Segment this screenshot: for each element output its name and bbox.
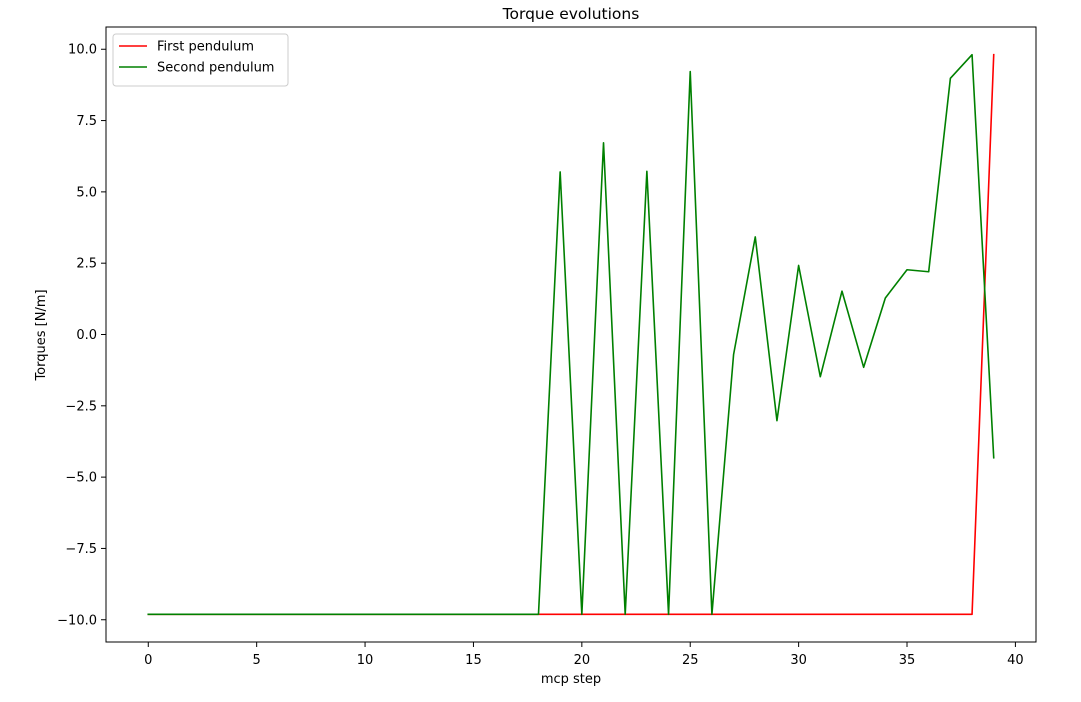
- x-tick-label: 20: [574, 653, 591, 668]
- y-tick-label: 10.0: [68, 43, 97, 58]
- x-tick-label: 40: [1007, 653, 1024, 668]
- y-tick-label: −2.5: [65, 399, 97, 414]
- legend: First pendulum Second pendulum: [112, 33, 289, 87]
- y-tick-label: 2.5: [76, 257, 97, 272]
- legend-box: [112, 33, 289, 87]
- legend-label-2: Second pendulum: [157, 61, 274, 76]
- x-tick-label: 25: [682, 653, 699, 668]
- x-axis-label: mcp step: [541, 672, 601, 687]
- y-tick-label: 7.5: [76, 114, 97, 129]
- x-tick-label: 35: [899, 653, 916, 668]
- legend-label-1: First pendulum: [157, 40, 254, 55]
- x-tick-label: 10: [357, 653, 374, 668]
- y-axis-label: Torques [N/m]: [34, 289, 49, 381]
- x-tick-label: 15: [465, 653, 482, 668]
- x-tick-label: 0: [144, 653, 152, 668]
- chart-title: Torque evolutions: [502, 5, 640, 23]
- x-tick-label: 5: [253, 653, 261, 668]
- y-tick-label: −10.0: [57, 613, 97, 628]
- plot-frame: [105, 26, 1037, 643]
- y-tick-label: 0.0: [76, 328, 97, 343]
- y-tick-label: −5.0: [65, 471, 97, 486]
- y-tick-label: −7.5: [65, 542, 97, 557]
- x-tick-label: 30: [790, 653, 807, 668]
- y-tick-label: 5.0: [76, 185, 97, 200]
- series-line-2: [147, 53, 995, 616]
